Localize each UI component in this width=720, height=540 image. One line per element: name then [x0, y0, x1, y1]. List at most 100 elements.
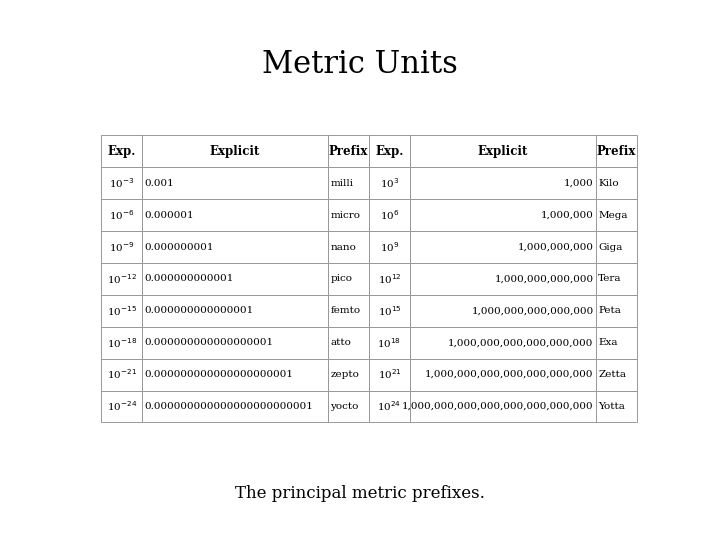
Bar: [410, 327, 596, 359]
Bar: [410, 359, 596, 390]
Text: Kilo: Kilo: [598, 179, 618, 188]
Bar: [142, 359, 328, 390]
Text: Yotta: Yotta: [598, 402, 625, 411]
Bar: [369, 136, 410, 167]
Text: 0.000000000000000001: 0.000000000000000001: [144, 338, 274, 347]
Text: pico: pico: [330, 274, 352, 284]
Text: 0.000001: 0.000001: [144, 211, 194, 220]
Bar: [101, 167, 142, 199]
Bar: [328, 327, 369, 359]
Bar: [142, 199, 328, 231]
Text: 0.000000000000000000000001: 0.000000000000000000000001: [144, 402, 313, 411]
Text: 10$^{-3}$: 10$^{-3}$: [109, 177, 135, 190]
Text: 10$^{12}$: 10$^{12}$: [377, 272, 401, 286]
Text: 10$^{3}$: 10$^{3}$: [379, 177, 399, 190]
Text: 1,000,000,000,000,000,000: 1,000,000,000,000,000,000: [449, 338, 594, 347]
Text: micro: micro: [330, 211, 360, 220]
Text: 10$^{6}$: 10$^{6}$: [379, 208, 399, 222]
Bar: [596, 263, 637, 295]
Text: Exp.: Exp.: [375, 145, 404, 158]
Text: 0.000000000000000000001: 0.000000000000000000001: [144, 370, 293, 379]
Bar: [101, 295, 142, 327]
Text: nano: nano: [330, 242, 356, 252]
Bar: [328, 231, 369, 263]
Text: Exp.: Exp.: [107, 145, 136, 158]
Bar: [142, 136, 328, 167]
Text: 10$^{18}$: 10$^{18}$: [377, 336, 402, 349]
Bar: [410, 390, 596, 422]
Text: milli: milli: [330, 179, 354, 188]
Bar: [328, 199, 369, 231]
Bar: [410, 167, 596, 199]
Text: 10$^{-9}$: 10$^{-9}$: [109, 240, 135, 254]
Text: 10$^{-18}$: 10$^{-18}$: [107, 336, 137, 349]
Bar: [596, 359, 637, 390]
Text: 10$^{-21}$: 10$^{-21}$: [107, 368, 137, 381]
Bar: [596, 390, 637, 422]
Bar: [596, 327, 637, 359]
Bar: [328, 263, 369, 295]
Text: Exa: Exa: [598, 338, 618, 347]
Bar: [101, 263, 142, 295]
Text: Explicit: Explicit: [210, 145, 260, 158]
Text: 1,000,000,000,000,000: 1,000,000,000,000,000: [472, 306, 594, 315]
Text: 1,000,000,000: 1,000,000,000: [518, 242, 594, 252]
Bar: [101, 136, 142, 167]
Text: 1,000,000,000,000,000,000,000,000: 1,000,000,000,000,000,000,000,000: [402, 402, 594, 411]
Bar: [410, 136, 596, 167]
Bar: [596, 167, 637, 199]
Bar: [596, 231, 637, 263]
Text: 10$^{24}$: 10$^{24}$: [377, 400, 402, 413]
Bar: [142, 263, 328, 295]
Text: 0.000000001: 0.000000001: [144, 242, 214, 252]
Text: Zetta: Zetta: [598, 370, 626, 379]
Bar: [369, 231, 410, 263]
Text: Peta: Peta: [598, 306, 621, 315]
Bar: [142, 295, 328, 327]
Text: Metric Units: Metric Units: [262, 49, 458, 79]
Bar: [328, 167, 369, 199]
Text: yocto: yocto: [330, 402, 359, 411]
Text: 1,000,000,000,000,000,000,000: 1,000,000,000,000,000,000,000: [425, 370, 594, 379]
Text: 0.000000000000001: 0.000000000000001: [144, 306, 253, 315]
Text: 0.001: 0.001: [144, 179, 174, 188]
Text: Explicit: Explicit: [478, 145, 528, 158]
Text: The principal metric prefixes.: The principal metric prefixes.: [235, 485, 485, 502]
Bar: [328, 295, 369, 327]
Text: 10$^{21}$: 10$^{21}$: [377, 368, 402, 381]
Bar: [596, 199, 637, 231]
Bar: [369, 199, 410, 231]
Text: 10$^{-6}$: 10$^{-6}$: [109, 208, 135, 222]
Bar: [369, 295, 410, 327]
Text: Prefix: Prefix: [329, 145, 368, 158]
Text: Tera: Tera: [598, 274, 621, 284]
Bar: [101, 231, 142, 263]
Text: 1,000: 1,000: [564, 179, 594, 188]
Text: Giga: Giga: [598, 242, 623, 252]
Bar: [410, 263, 596, 295]
Bar: [410, 295, 596, 327]
Bar: [328, 359, 369, 390]
Text: 1,000,000,000,000: 1,000,000,000,000: [495, 274, 594, 284]
Bar: [596, 295, 637, 327]
Bar: [369, 263, 410, 295]
Text: femto: femto: [330, 306, 361, 315]
Text: 10$^{-24}$: 10$^{-24}$: [107, 400, 137, 413]
Bar: [410, 199, 596, 231]
Text: 10$^{-15}$: 10$^{-15}$: [107, 304, 137, 318]
Bar: [410, 231, 596, 263]
Bar: [142, 327, 328, 359]
Text: 10$^{15}$: 10$^{15}$: [377, 304, 402, 318]
Bar: [101, 390, 142, 422]
Bar: [101, 199, 142, 231]
Text: 10$^{9}$: 10$^{9}$: [379, 240, 399, 254]
Text: 0.000000000001: 0.000000000001: [144, 274, 234, 284]
Bar: [142, 231, 328, 263]
Bar: [101, 327, 142, 359]
Text: 10$^{-12}$: 10$^{-12}$: [107, 272, 137, 286]
Text: 1,000,000: 1,000,000: [541, 211, 594, 220]
Bar: [142, 390, 328, 422]
Bar: [596, 136, 637, 167]
Bar: [328, 136, 369, 167]
Bar: [369, 359, 410, 390]
